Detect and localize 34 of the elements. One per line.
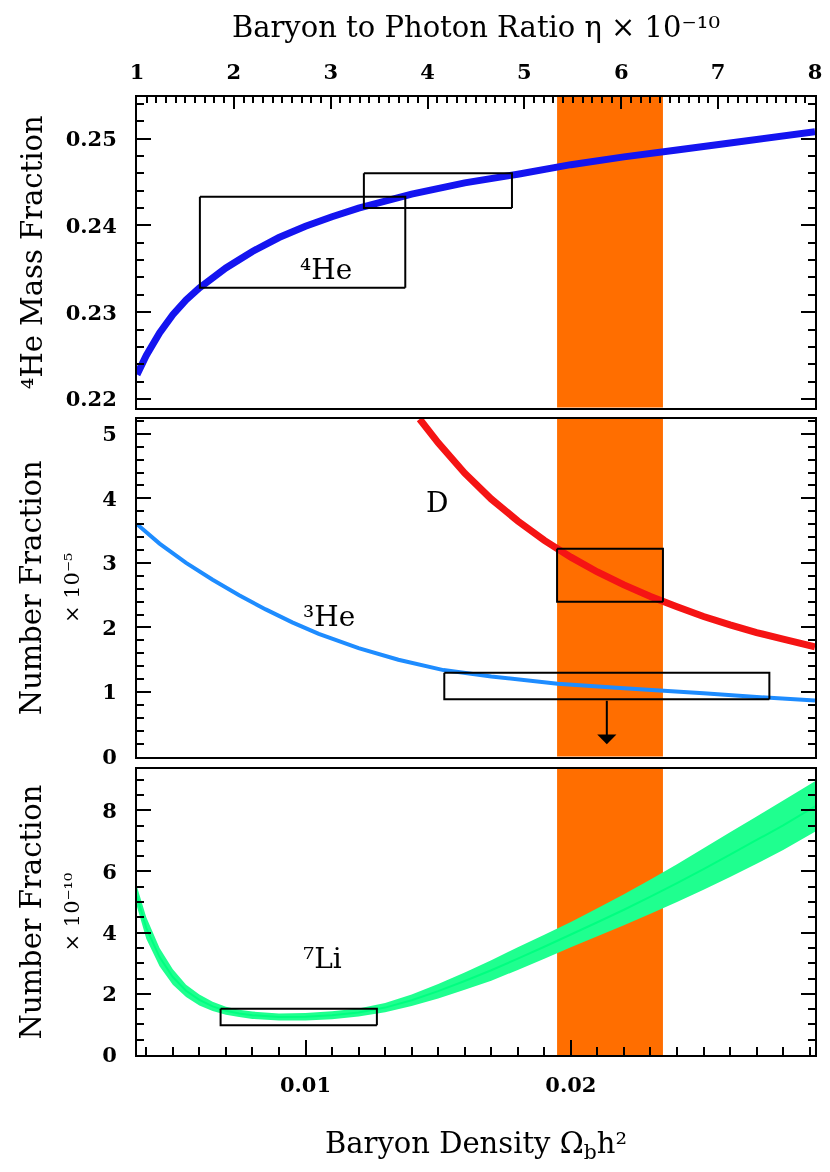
- y-tick-label: 2: [102, 981, 117, 1007]
- x2-tick-label: 6: [613, 58, 629, 84]
- y-tick-label: 4: [102, 920, 117, 946]
- y-tick-label: 2: [102, 614, 117, 640]
- y-tick-label: 5: [102, 421, 117, 447]
- y-axis-title: Number Fraction × 10⁻¹⁰: [14, 784, 85, 1040]
- x2-tick-label: 5: [517, 58, 532, 84]
- y-tick-label: 0: [102, 1042, 117, 1068]
- annotation: ⁷Li: [303, 942, 342, 975]
- y-tick-label: 3: [102, 550, 117, 576]
- x2-tick-label: 7: [710, 58, 726, 84]
- x2-tick-label: 2: [226, 58, 242, 84]
- y-axis-title: ⁴He Mass Fraction: [15, 115, 50, 390]
- y-axis-title: Number Fraction × 10⁻⁵: [14, 460, 85, 716]
- x-tick-label: 0.02: [545, 1072, 597, 1098]
- y-tick-label: 0: [102, 743, 117, 769]
- x2-axis-title: Baryon to Photon Ratio η × 10⁻¹⁰: [231, 10, 721, 45]
- x2-tick-label: 4: [420, 58, 435, 84]
- y-tick-label: 0.23: [65, 299, 117, 325]
- y-tick-label: 8: [102, 797, 117, 823]
- annotation: ³He: [303, 600, 356, 633]
- annotation: ⁴He: [300, 253, 353, 286]
- x2-tick-label: 3: [323, 58, 339, 84]
- y-tick-label: 0.25: [65, 125, 117, 151]
- annotation: D: [426, 486, 449, 519]
- y-tick-label: 6: [102, 858, 117, 884]
- x2-tick-label: 8: [807, 58, 823, 84]
- y-tick-label: 4: [102, 485, 117, 511]
- x-axis-title: Baryon Density Ω$_{b}$h²: [324, 1125, 628, 1164]
- x2-tick-label: 1: [129, 58, 145, 84]
- x-tick-label: 0.01: [279, 1072, 332, 1098]
- y-tick-label: 0.24: [65, 212, 117, 238]
- y-tick-label: 1: [102, 679, 117, 705]
- y-tick-label: 0.22: [65, 386, 117, 412]
